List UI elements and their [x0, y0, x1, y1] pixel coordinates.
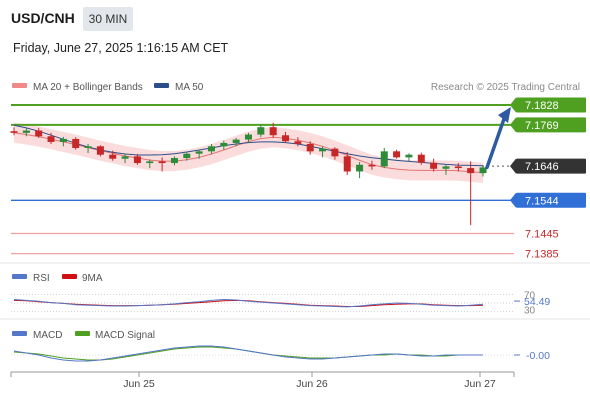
price-level-label: 7.1445 [525, 228, 559, 240]
price-level-label-box [516, 117, 586, 133]
forecast-arrow [485, 114, 507, 170]
candle-body [109, 154, 117, 159]
candle-body [343, 156, 351, 172]
price-level-label: 7.1769 [525, 120, 559, 132]
legend-macd: MACD [33, 330, 62, 341]
candle-body [59, 138, 67, 142]
price-level-label: 7.1544 [525, 195, 559, 207]
rsi-30-label: 30 [524, 306, 536, 317]
candle-body [430, 162, 438, 169]
candle-body [319, 148, 327, 152]
bollinger-band [14, 122, 483, 183]
candle-body [96, 146, 104, 155]
candle-body [146, 161, 154, 164]
rsi-value-label: 54.49 [524, 296, 550, 308]
legend-bollinger: MA 20 + Bollinger Bands [33, 82, 143, 93]
candle-body [121, 156, 129, 159]
price-level-label-pointer [510, 158, 516, 174]
candle-body [183, 153, 191, 159]
candle-body [479, 167, 487, 174]
candle-body [257, 127, 265, 135]
candle-body [35, 130, 43, 137]
price-level-label: 7.1646 [525, 161, 559, 173]
legend-rsi-swatch [12, 274, 27, 279]
macd-value-label: -0.00 [526, 350, 550, 362]
forecast-arrow-head [498, 107, 511, 124]
legend-ma50: MA 50 [175, 82, 204, 93]
candle-body [170, 158, 178, 164]
candle-body [368, 164, 376, 167]
candle-body [220, 142, 228, 147]
legend-9ma: 9MA [82, 273, 103, 284]
legend-rsi: RSI [33, 273, 50, 284]
candle-body [245, 134, 252, 140]
x-axis-tick-label: Jun 25 [123, 378, 155, 390]
candle-body [22, 130, 30, 133]
copyright: Research © 2025 Trading Central [431, 82, 580, 93]
candle-body [207, 146, 215, 152]
candle-body [380, 151, 388, 167]
legend-signal: MACD Signal [95, 330, 155, 341]
candle-body [294, 141, 302, 144]
candle-body [10, 131, 18, 133]
candle-body [442, 166, 450, 169]
candle-body [232, 139, 240, 143]
price-level-label-pointer [510, 97, 516, 113]
x-axis-tick-label: Jun 26 [296, 378, 328, 390]
rsi-70-label: 70 [524, 290, 536, 301]
candle-body [72, 138, 80, 148]
candle-body [331, 148, 339, 157]
price-level-label: 7.1385 [525, 249, 559, 261]
candle-body [454, 166, 462, 169]
price-level-label-box [516, 192, 586, 208]
legend-signal-swatch [75, 331, 90, 336]
price-level-label-box [516, 97, 586, 113]
candle-body [195, 151, 203, 154]
price-level-label: 7.1828 [525, 100, 559, 112]
price-level-label-pointer [510, 192, 516, 208]
candle-body [269, 127, 277, 136]
chart-datetime: Friday, June 27, 2025 1:16:15 AM CET [13, 41, 229, 55]
legend-ma50-swatch [154, 83, 169, 88]
legend-9ma-swatch [62, 274, 77, 279]
candle-body [47, 136, 55, 142]
candle-body [306, 143, 314, 152]
candle-body [417, 154, 425, 163]
price-level-label-pointer [510, 117, 516, 133]
candle-body [282, 135, 290, 142]
candle-body [84, 146, 92, 148]
price-level-label-box [516, 158, 586, 174]
rsi-line [13, 298, 484, 308]
legend-macd-swatch [12, 331, 27, 336]
macd-signal-line [13, 346, 483, 361]
candle-body [393, 151, 401, 158]
candle-body [133, 156, 141, 164]
timeframe-button[interactable]: 30 MIN [83, 7, 133, 31]
candle-body [467, 168, 475, 174]
symbol-title: USD/CNH [11, 10, 75, 26]
x-axis-tick-label: Jun 27 [464, 378, 496, 390]
candle-body [158, 161, 166, 164]
legend-bollinger-swatch [12, 83, 27, 88]
macd-line [13, 345, 483, 362]
candle-body [405, 154, 413, 158]
candle-body [356, 164, 364, 172]
